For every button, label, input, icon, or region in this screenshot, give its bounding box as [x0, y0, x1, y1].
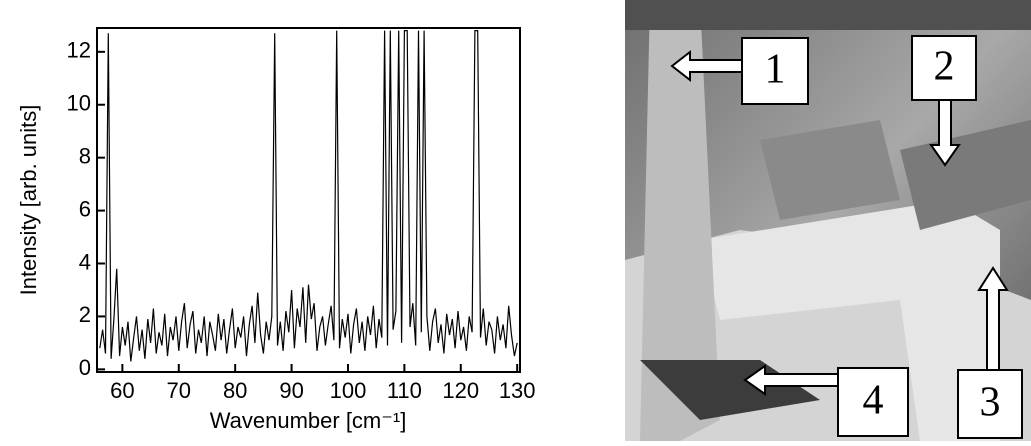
arrow	[929, 99, 961, 167]
photo-annotations	[670, 35, 1023, 439]
x-tick-label: 130	[499, 378, 536, 403]
photo-label: 4	[863, 378, 884, 424]
y-tick-label: 6	[79, 196, 91, 221]
x-tick-label: 80	[223, 378, 247, 403]
spectrum-line	[99, 30, 518, 362]
y-tick-label: 10	[67, 91, 91, 116]
arrow	[977, 266, 1009, 371]
photo-label: 1	[765, 47, 786, 93]
photo-label: 2	[934, 44, 955, 90]
y-tick-label: 8	[79, 143, 91, 168]
y-tick-label: 0	[79, 355, 91, 380]
label-box	[741, 37, 809, 105]
x-axis-label: Wavenumber [cm⁻¹]	[210, 408, 407, 433]
label-box	[957, 369, 1023, 439]
label-box	[911, 35, 977, 101]
x-tick-label: 60	[110, 378, 134, 403]
x-tick-label: 100	[330, 378, 367, 403]
label-box	[837, 367, 909, 437]
y-tick-label: 12	[67, 38, 91, 63]
y-tick-label: 2	[79, 302, 91, 327]
x-tick-label: 120	[442, 378, 479, 403]
y-tick-label: 4	[79, 249, 91, 274]
x-tick-label: 110	[387, 378, 422, 403]
arrow	[670, 49, 743, 83]
x-tick-label: 90	[279, 378, 303, 403]
arrow	[743, 364, 839, 396]
y-axis-label: Intensity [arb. units]	[16, 105, 41, 296]
plot-frame	[96, 27, 521, 373]
photo-label: 3	[980, 380, 1001, 426]
x-tick-label: 70	[167, 378, 191, 403]
